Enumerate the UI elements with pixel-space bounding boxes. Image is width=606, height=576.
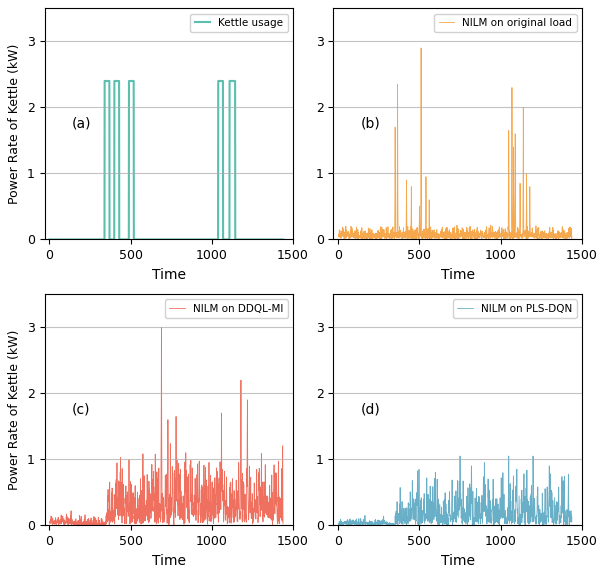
Legend: Kettle usage: Kettle usage — [190, 14, 288, 32]
Y-axis label: Power Rate of Kettle (kW): Power Rate of Kettle (kW) — [8, 44, 21, 204]
NILM on DDQL-MI — [158, 324, 165, 331]
NILM on DDQL-MI — [91, 522, 98, 529]
NILM on original load — [568, 233, 576, 240]
NILM on DDQL-MI — [201, 484, 208, 491]
Kettle usage — [101, 78, 108, 85]
Legend: NILM on original load: NILM on original load — [435, 14, 576, 32]
Line: Kettle usage: Kettle usage — [50, 81, 283, 240]
Kettle usage — [201, 236, 208, 243]
Y-axis label: Power Rate of Kettle (kW): Power Rate of Kettle (kW) — [8, 329, 21, 490]
Legend: NILM on PLS-DQN: NILM on PLS-DQN — [453, 300, 576, 318]
NILM on original load — [520, 231, 527, 238]
Line: NILM on DDQL-MI: NILM on DDQL-MI — [50, 327, 283, 525]
NILM on PLS-DQN — [456, 453, 464, 460]
Kettle usage — [46, 236, 53, 243]
Legend: NILM on DDQL-MI: NILM on DDQL-MI — [165, 300, 288, 318]
NILM on PLS-DQN — [490, 494, 497, 501]
Line: NILM on original load: NILM on original load — [338, 48, 572, 240]
X-axis label: Time: Time — [441, 554, 474, 568]
NILM on DDQL-MI — [279, 520, 287, 527]
NILM on PLS-DQN — [381, 517, 388, 524]
NILM on original load — [335, 232, 342, 238]
NILM on original load — [541, 234, 548, 241]
NILM on original load — [418, 44, 425, 51]
NILM on DDQL-MI — [98, 522, 105, 529]
NILM on original load — [490, 233, 497, 240]
NILM on original load — [381, 233, 388, 240]
NILM on PLS-DQN — [387, 520, 394, 527]
NILM on DDQL-MI — [46, 518, 53, 525]
Kettle usage — [92, 236, 99, 243]
NILM on DDQL-MI — [124, 505, 132, 511]
NILM on PLS-DQN — [335, 520, 342, 527]
Kettle usage — [279, 236, 287, 243]
X-axis label: Time: Time — [152, 554, 186, 568]
Text: (d): (d) — [361, 403, 381, 417]
NILM on DDQL-MI — [92, 520, 99, 527]
Kettle usage — [251, 236, 259, 243]
X-axis label: Time: Time — [152, 268, 186, 282]
NILM on original load — [413, 235, 420, 242]
Text: (c): (c) — [72, 403, 90, 417]
Kettle usage — [124, 236, 132, 243]
NILM on DDQL-MI — [252, 507, 259, 514]
Text: (a): (a) — [72, 117, 92, 131]
NILM on PLS-DQN — [390, 522, 397, 529]
NILM on original load — [387, 233, 394, 240]
Kettle usage — [98, 236, 105, 243]
NILM on PLS-DQN — [541, 519, 548, 526]
Line: NILM on PLS-DQN: NILM on PLS-DQN — [338, 456, 572, 525]
NILM on PLS-DQN — [520, 489, 527, 496]
Text: (b): (b) — [361, 117, 381, 131]
Kettle usage — [231, 78, 238, 85]
NILM on DDQL-MI — [231, 506, 239, 513]
NILM on original load — [500, 236, 507, 243]
X-axis label: Time: Time — [441, 268, 474, 282]
NILM on PLS-DQN — [413, 507, 420, 514]
NILM on PLS-DQN — [568, 514, 576, 521]
